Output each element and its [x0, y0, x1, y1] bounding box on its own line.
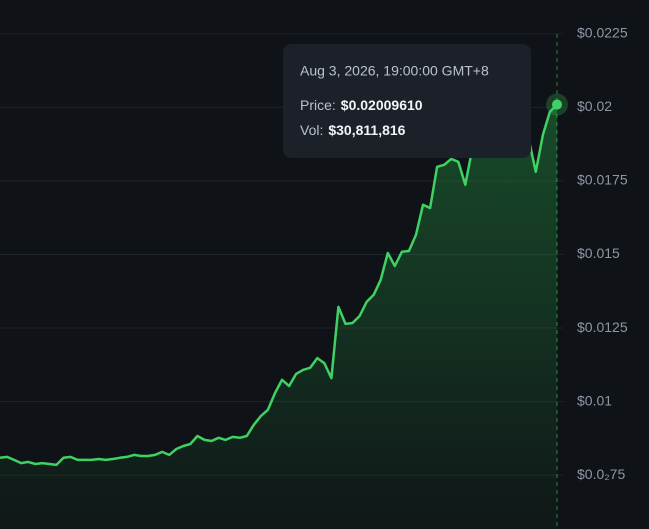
y-tick-label: $0.0225: [577, 25, 628, 41]
y-tick-label: $0.02: [577, 98, 612, 114]
tooltip-box: [283, 44, 531, 158]
tooltip-vol-label: Vol:: [300, 122, 323, 138]
tooltip-vol: Vol: $30,811,816: [300, 122, 406, 138]
y-tick-label: $0.0125: [577, 319, 628, 335]
tooltip-date: Aug 3, 2026, 19:00:00 GMT+8: [300, 63, 489, 79]
y-tick-label: $0.0₂75: [577, 466, 625, 482]
area-fill: [0, 104, 557, 529]
tooltip: Aug 3, 2026, 19:00:00 GMT+8 Price: $0.020…: [283, 44, 531, 158]
tooltip-vol-value: $30,811,816: [328, 122, 405, 138]
y-tick-label: $0.0175: [577, 172, 628, 188]
tooltip-price: Price: $0.02009610: [300, 97, 423, 113]
y-tick-label: $0.01: [577, 392, 612, 408]
tooltip-price-label: Price:: [300, 97, 336, 113]
y-tick-label: $0.015: [577, 245, 620, 261]
hover-point: [552, 99, 562, 110]
price-line: [0, 103, 558, 467]
tooltip-price-value: $0.02009610: [341, 97, 423, 113]
